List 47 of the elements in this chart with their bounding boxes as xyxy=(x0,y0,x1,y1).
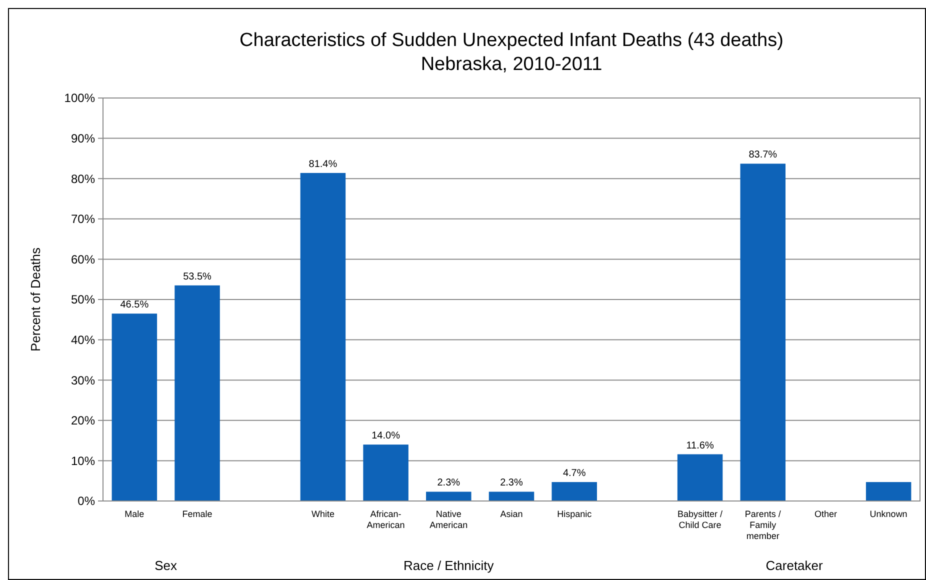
x-tick-label: Asian xyxy=(500,509,523,519)
data-label: 4.7% xyxy=(562,468,586,480)
bar xyxy=(300,172,346,501)
x-tick-label: White xyxy=(311,509,334,519)
data-label: 2.3% xyxy=(500,478,524,489)
y-axis-title: Percent of Deaths xyxy=(28,246,43,352)
bar xyxy=(112,314,158,501)
data-label: 14.0% xyxy=(372,430,400,442)
y-tick-label: 30% xyxy=(70,373,96,388)
x-tick-label: Parents / Family member xyxy=(744,509,782,541)
x-tick-label: Native American xyxy=(430,509,468,530)
bar xyxy=(866,482,912,501)
text: Sex xyxy=(154,558,178,573)
x-tick-label: African-American xyxy=(366,509,405,530)
y-tick-label: 10% xyxy=(70,454,96,468)
y-tick-label: 0% xyxy=(78,494,96,508)
y-tick-label: 40% xyxy=(70,333,96,347)
data-label: 11.6% xyxy=(686,440,714,452)
x-tick-label: Unknown xyxy=(870,509,908,519)
y-tick-label: 60% xyxy=(70,252,96,266)
bar xyxy=(363,444,408,501)
bar xyxy=(740,164,786,501)
x-tick-label: Babysitter / Child Care xyxy=(678,509,724,530)
bar xyxy=(174,285,220,501)
bar xyxy=(488,492,534,501)
bar xyxy=(426,492,472,501)
data-label: 2.3% xyxy=(437,478,460,489)
x-tick-label: Other xyxy=(814,509,837,519)
text: Race / Ethnicity xyxy=(403,558,494,573)
y-tick-label: 50% xyxy=(70,292,96,307)
y-tick-label: 100% xyxy=(64,91,96,106)
data-label: 53.5% xyxy=(183,271,212,282)
chart-title: Characteristics of Sudden Unexpected Infant Deaths (43 deaths) xyxy=(240,30,784,51)
y-tick-label: 80% xyxy=(70,172,96,186)
x-tick-label: Male xyxy=(124,509,144,519)
data-label: 46.5% xyxy=(120,300,149,311)
x-tick-label: Female xyxy=(182,509,212,519)
x-tick-label: Hispanic xyxy=(557,509,592,519)
y-tick-label: 20% xyxy=(70,414,96,428)
bar xyxy=(677,454,723,501)
data-label: 83.7% xyxy=(748,150,778,161)
y-tick-label: 90% xyxy=(70,132,96,146)
text: Caretaker xyxy=(766,558,824,573)
data-label: 81.4% xyxy=(308,158,338,170)
y-tick-label: 70% xyxy=(70,212,96,226)
bar xyxy=(552,482,597,501)
chart-subtitle: Nebraska, 2010-2011 xyxy=(420,54,602,75)
